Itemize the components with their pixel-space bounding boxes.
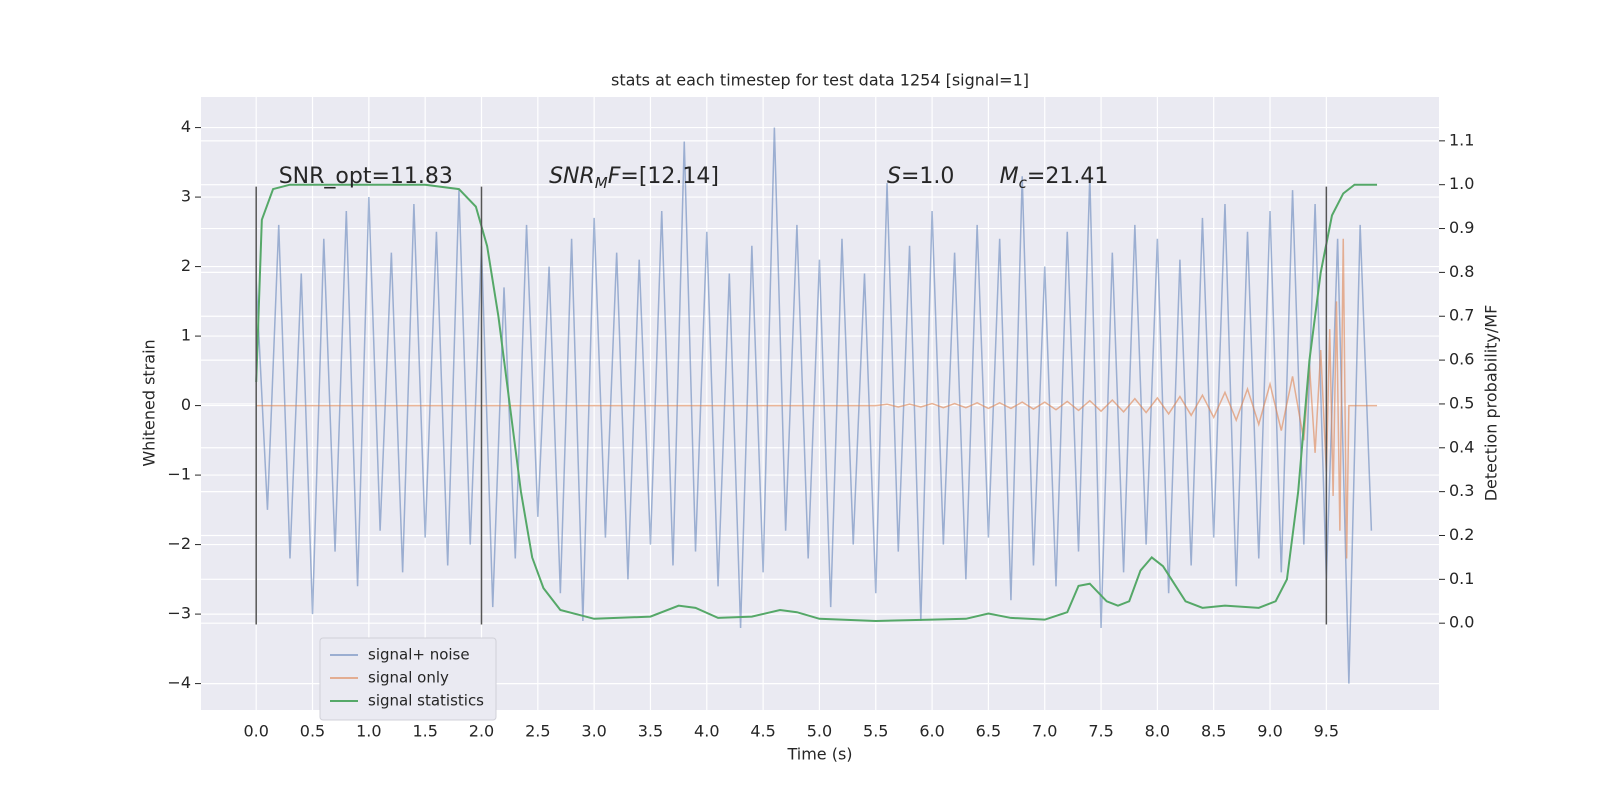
legend: signal+ noise signal only signal statistic… xyxy=(319,637,497,721)
annotation-part: SNR xyxy=(549,164,595,189)
y2-tick-label: 0.0 xyxy=(1449,613,1474,632)
y2-tick-label: 1.0 xyxy=(1449,174,1474,193)
y-tick-label: −4 xyxy=(167,673,191,692)
annotation-part: F xyxy=(608,164,621,189)
y2-tick-label: 0.1 xyxy=(1449,569,1474,588)
y-tick-label: −2 xyxy=(167,534,191,553)
annotation: S=1.0 xyxy=(887,164,954,189)
legend-label: signal only xyxy=(368,669,449,687)
x-tick-label: 4.5 xyxy=(750,722,775,741)
y2-tick-label: 0.6 xyxy=(1449,350,1474,369)
y2-tick-label: 1.1 xyxy=(1449,130,1474,149)
x-tick-label: 4.0 xyxy=(694,722,719,741)
x-tick-label: 5.0 xyxy=(807,722,832,741)
legend-box xyxy=(319,637,497,721)
x-tick-label: 1.5 xyxy=(412,722,437,741)
x-axis-label: Time (s) xyxy=(786,745,852,764)
x-tick-label: 3.0 xyxy=(581,722,606,741)
annotation-part: M xyxy=(595,173,608,191)
y2-tick-label: 0.3 xyxy=(1449,481,1474,500)
chart-title: stats at each timestep for test data 125… xyxy=(611,71,1029,90)
x-tick-label: 8.5 xyxy=(1201,722,1226,741)
x-tick-label: 8.0 xyxy=(1145,722,1170,741)
x-tick-label: 2.5 xyxy=(525,722,550,741)
y2-tick-label: 0.2 xyxy=(1449,525,1474,544)
y2-tick-label: 0.9 xyxy=(1449,218,1474,237)
annotation-part: S xyxy=(887,164,901,189)
annotation-part: =[12.14] xyxy=(620,164,719,189)
y2-tick-label: 0.8 xyxy=(1449,262,1474,281)
annotation: SNRMF=[12.14] xyxy=(549,164,719,192)
x-tick-label: 7.5 xyxy=(1088,722,1113,741)
legend-label: signal+ noise xyxy=(368,646,470,664)
y-tick-label: −3 xyxy=(167,604,191,623)
x-tick-label: 6.0 xyxy=(919,722,944,741)
x-tick-label: 6.5 xyxy=(976,722,1001,741)
x-tick-label: 2.0 xyxy=(469,722,494,741)
x-tick-label: 0.5 xyxy=(300,722,325,741)
y-axis-label: Whitened strain xyxy=(140,339,159,466)
y2-tick-label: 0.7 xyxy=(1449,306,1474,325)
legend-label: signal statistics xyxy=(368,692,484,710)
x-tick-label: 3.5 xyxy=(638,722,663,741)
annotation-part: SNR_opt=11.83 xyxy=(279,164,453,189)
x-tick-label: 5.5 xyxy=(863,722,888,741)
y2-tick-label: 0.5 xyxy=(1449,393,1474,412)
annotation-part: =21.41 xyxy=(1027,164,1108,189)
y-tick-label: 1 xyxy=(181,326,191,345)
y2-axis-label: Detection probability/MF xyxy=(1482,305,1501,502)
annotation: Mc=21.41 xyxy=(1000,164,1109,192)
x-tick-label: 9.5 xyxy=(1314,722,1339,741)
series-line xyxy=(255,127,1373,684)
annotation-part: c xyxy=(1019,173,1028,191)
x-tick-label: 9.0 xyxy=(1257,722,1282,741)
y2-tick-label: 0.4 xyxy=(1449,437,1474,456)
series-line xyxy=(256,238,1378,559)
annotation: SNR_opt=11.83 xyxy=(279,164,453,189)
x-tick-label: 7.0 xyxy=(1032,722,1057,741)
y-tick-label: 0 xyxy=(181,395,191,414)
annotation-part: M xyxy=(1000,164,1019,189)
y-tick-label: 4 xyxy=(181,117,191,136)
y-tick-label: −1 xyxy=(167,465,191,484)
annotation-part: =1.0 xyxy=(901,164,954,189)
y-tick-label: 2 xyxy=(181,256,191,275)
x-tick-label: 1.0 xyxy=(356,722,381,741)
series-line xyxy=(255,183,1378,622)
x-tick-label: 0.0 xyxy=(243,722,268,741)
y-tick-label: 3 xyxy=(181,187,191,206)
